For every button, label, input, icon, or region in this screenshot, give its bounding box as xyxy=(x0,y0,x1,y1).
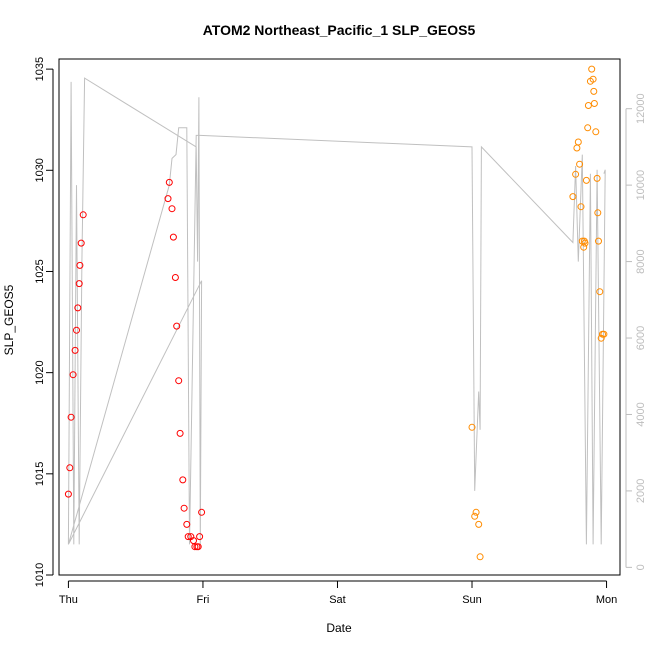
x-tick-label: Mon xyxy=(596,594,617,606)
data-point xyxy=(596,288,604,296)
y-tick-label: 1010 xyxy=(34,563,46,587)
y-axis-label: SLP_GEOS5 xyxy=(2,284,16,355)
data-point xyxy=(76,261,84,269)
data-point xyxy=(584,102,592,109)
data-point xyxy=(593,174,601,182)
data-point xyxy=(198,508,206,516)
data-point xyxy=(73,326,80,334)
y2-tick-label: 4000 xyxy=(635,402,647,426)
data-point xyxy=(175,377,183,385)
axes-layer: 1010 1015 1020 1025 1030 1035 0 2000 4000 6000 800… xyxy=(34,57,647,606)
plot-frame xyxy=(58,58,621,576)
data-point xyxy=(191,543,199,551)
data-point xyxy=(594,209,602,217)
data-point xyxy=(590,100,598,107)
data-point xyxy=(179,476,187,484)
data-point xyxy=(66,464,74,472)
data-point xyxy=(590,87,598,95)
data-point xyxy=(176,429,184,437)
data-point xyxy=(71,346,79,354)
data-point xyxy=(569,193,577,201)
data-point xyxy=(169,233,177,241)
secondary-line-layer xyxy=(67,77,606,545)
data-point xyxy=(584,124,592,132)
data-point xyxy=(595,237,602,245)
y-tick-label: 1025 xyxy=(34,259,46,283)
data-point xyxy=(471,512,479,520)
data-point xyxy=(75,280,83,288)
y2-tick-label: 12000 xyxy=(635,93,647,124)
secondary-series-line xyxy=(67,77,606,545)
data-point xyxy=(74,304,82,312)
data-point xyxy=(64,490,72,498)
y2-tick-label: 6000 xyxy=(635,326,647,350)
data-point xyxy=(69,371,77,379)
data-point xyxy=(171,274,179,281)
x-tick-label: Fri xyxy=(197,594,210,606)
data-point xyxy=(592,128,600,136)
data-point xyxy=(79,211,87,219)
y-tick-label: 1015 xyxy=(34,462,46,486)
data-point xyxy=(194,543,202,551)
y-tick-label: 1035 xyxy=(34,57,46,81)
data-point xyxy=(468,423,476,431)
data-point xyxy=(77,239,85,247)
data-point xyxy=(173,322,181,330)
points-layer xyxy=(64,65,608,561)
data-point xyxy=(164,195,172,203)
data-point xyxy=(581,239,589,247)
x-axis-label: Date xyxy=(326,621,352,635)
data-point xyxy=(183,520,191,528)
data-point xyxy=(577,203,585,211)
x-tick-label: Thu xyxy=(59,594,78,606)
data-point xyxy=(196,533,204,541)
data-point xyxy=(572,170,580,178)
data-point xyxy=(472,508,480,516)
data-point xyxy=(589,75,597,83)
data-point xyxy=(184,533,192,541)
data-point xyxy=(574,138,582,146)
data-point xyxy=(168,205,176,213)
data-point xyxy=(67,413,75,421)
chart-title: ATOM2 Northeast_Pacific_1 SLP_GEOS5 xyxy=(203,22,476,38)
y2-tick-label: 8000 xyxy=(635,249,647,273)
y-tick-label: 1030 xyxy=(34,158,46,182)
data-point xyxy=(476,553,484,561)
y2-tick-label: 10000 xyxy=(635,170,647,201)
data-point xyxy=(576,160,584,168)
data-point xyxy=(588,65,596,73)
x-tick-label: Sat xyxy=(329,594,346,606)
x-tick-label: Sun xyxy=(462,594,482,606)
y-tick-label: 1020 xyxy=(34,360,46,384)
data-point xyxy=(475,520,483,528)
data-point xyxy=(582,176,590,184)
data-point xyxy=(180,504,188,512)
data-point xyxy=(165,178,173,186)
y2-tick-label: 2000 xyxy=(635,479,647,503)
y2-tick-label: 0 xyxy=(635,564,647,570)
data-point xyxy=(600,330,608,338)
data-point xyxy=(573,144,581,152)
